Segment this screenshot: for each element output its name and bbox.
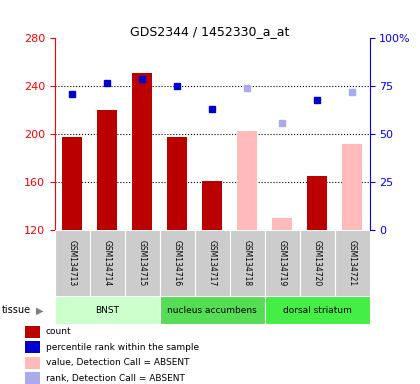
Bar	[168, 137, 187, 230]
Bar	[24, 357, 40, 369]
Text: ▶: ▶	[36, 305, 43, 315]
Text: GDS2344 / 1452330_a_at: GDS2344 / 1452330_a_at	[130, 25, 290, 38]
Text: GSM134718: GSM134718	[243, 240, 252, 286]
Bar	[335, 230, 370, 298]
Bar	[97, 110, 117, 230]
Bar	[24, 326, 40, 338]
Bar	[55, 296, 160, 324]
Bar	[24, 341, 40, 353]
Bar	[202, 181, 222, 230]
Text: GSM134720: GSM134720	[312, 240, 322, 286]
Bar	[230, 230, 265, 298]
Bar	[194, 230, 230, 298]
Text: GSM134714: GSM134714	[102, 240, 112, 286]
Text: dorsal striatum: dorsal striatum	[283, 306, 352, 314]
Bar	[89, 230, 125, 298]
Text: GSM134713: GSM134713	[68, 240, 76, 286]
Text: BNST: BNST	[95, 306, 119, 314]
Text: GSM134717: GSM134717	[207, 240, 217, 286]
Bar	[237, 131, 257, 230]
Text: GSM134715: GSM134715	[138, 240, 147, 286]
Bar	[265, 230, 299, 298]
Bar	[132, 73, 152, 230]
Bar	[63, 137, 82, 230]
Text: nucleus accumbens: nucleus accumbens	[167, 306, 257, 314]
Text: value, Detection Call = ABSENT: value, Detection Call = ABSENT	[46, 358, 189, 367]
Text: rank, Detection Call = ABSENT: rank, Detection Call = ABSENT	[46, 374, 185, 382]
Bar	[273, 218, 292, 230]
Text: GSM134719: GSM134719	[278, 240, 286, 286]
Text: tissue: tissue	[2, 305, 31, 315]
Text: GSM134716: GSM134716	[173, 240, 181, 286]
Bar	[299, 230, 335, 298]
Bar	[125, 230, 160, 298]
Text: GSM134721: GSM134721	[348, 240, 357, 286]
Bar	[307, 176, 327, 230]
Bar	[342, 144, 362, 230]
Bar	[265, 296, 370, 324]
Text: count: count	[46, 327, 71, 336]
Text: percentile rank within the sample: percentile rank within the sample	[46, 343, 199, 352]
Bar	[160, 296, 265, 324]
Bar	[24, 372, 40, 384]
Bar	[160, 230, 194, 298]
Bar	[55, 230, 89, 298]
